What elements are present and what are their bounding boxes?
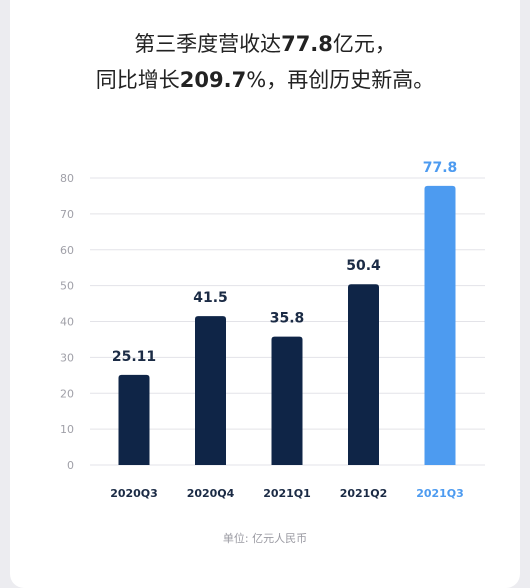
- headline-revenue-value: 77.8: [281, 32, 333, 56]
- headline: 第三季度营收达77.8亿元， 同比增长209.7%，再创历史新高。: [0, 26, 530, 98]
- y-tick-label: 70: [60, 208, 74, 221]
- headline-line-1-text: 第三季度营收达: [134, 32, 282, 56]
- y-tick-label: 10: [60, 423, 74, 436]
- x-tick-label: 2020Q4: [187, 487, 235, 500]
- data-label: 50.4: [346, 258, 381, 274]
- x-tick-label: 2021Q2: [340, 487, 388, 500]
- bar-2021q3: [424, 185, 456, 465]
- x-tick-label: 2020Q3: [110, 487, 158, 500]
- bar-2021q1: [271, 336, 303, 465]
- y-axis-tick-labels: 0 10 20 30 40 50 60 70 80: [60, 172, 74, 472]
- headline-line-2: 同比增长209.7%，再创历史新高。: [0, 62, 530, 98]
- bar-2021q2: [348, 284, 379, 465]
- x-axis-tick-labels: 2020Q3 2020Q4 2021Q1 2021Q2 2021Q3: [110, 487, 464, 500]
- data-labels: 25.11 41.5 35.8 50.4 77.8: [112, 160, 457, 365]
- y-tick-label: 40: [60, 316, 74, 329]
- data-label: 77.8: [423, 160, 458, 176]
- bar-2020q3: [118, 374, 150, 465]
- headline-line-1: 第三季度营收达77.8亿元，: [0, 26, 530, 62]
- unit-label: 单位: 亿元人民币: [222, 532, 308, 545]
- bar-2020q4: [195, 316, 226, 465]
- y-tick-label: 80: [60, 172, 74, 185]
- y-tick-label: 50: [60, 280, 74, 293]
- data-label: 35.8: [270, 311, 305, 327]
- headline-line-2-text: 同比增长: [95, 68, 180, 92]
- bars: [118, 185, 456, 465]
- data-label: 25.11: [112, 349, 156, 365]
- y-tick-label: 0: [67, 459, 74, 472]
- y-tick-label: 30: [60, 351, 74, 364]
- y-tick-label: 20: [60, 387, 74, 400]
- x-tick-label: 2021Q3: [416, 487, 464, 500]
- headline-line-2-suffix: %，再创历史新高。: [246, 68, 435, 92]
- data-label: 41.5: [193, 290, 228, 306]
- headline-line-1-suffix: 亿元，: [332, 32, 396, 56]
- x-tick-label: 2021Q1: [263, 487, 311, 500]
- y-tick-label: 60: [60, 244, 74, 257]
- headline-growth-value: 209.7: [179, 68, 247, 92]
